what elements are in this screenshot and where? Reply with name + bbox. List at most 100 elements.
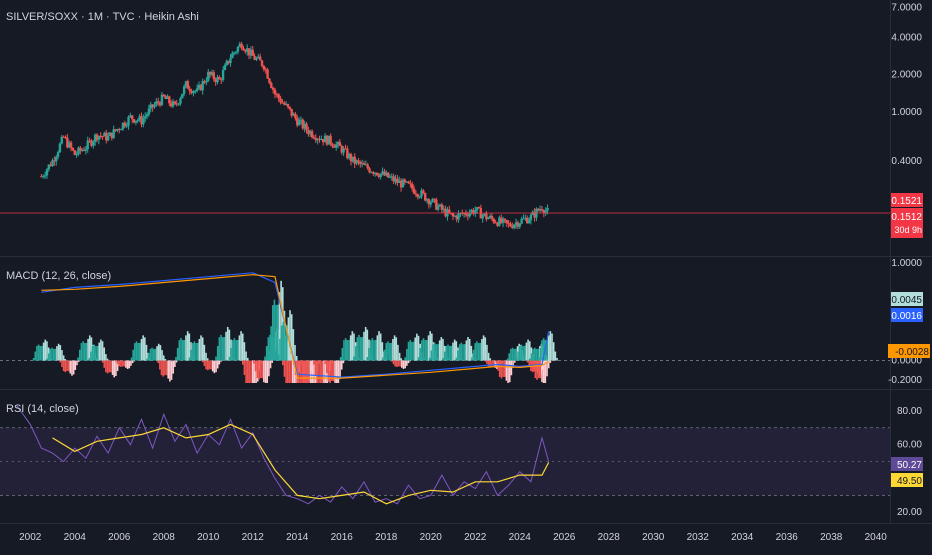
candle-body [409,183,412,185]
candle-body [129,115,132,117]
macd-histogram-bar [90,337,93,361]
macd-line [41,272,550,378]
macd-histogram-bar [429,331,431,361]
macd-histogram-bar [327,360,330,381]
macd-histogram-bar [178,340,181,361]
macd-histogram-bar [59,360,62,363]
candle-body [385,172,388,176]
candle-body [464,212,468,215]
candle-body [296,118,299,126]
candle-body [292,113,295,116]
candle-body [542,210,546,214]
candle-body [240,43,243,49]
candle-body [455,215,458,220]
price-axis-tick-label: 4.0000 [891,32,922,43]
candle-body [423,193,427,201]
macd-histogram-bar [238,335,241,361]
candle-body [238,43,241,47]
candle-body [512,224,516,228]
rsi-line [16,405,550,505]
macd-histogram-bar [417,356,420,361]
candle-body [93,134,97,142]
macd-histogram-bar [364,326,367,361]
macd-histogram-bar [218,360,221,365]
macd-histogram-bar [411,341,413,361]
macd-histogram-bar [246,360,249,383]
macd-histogram-bar [172,360,175,374]
macd-histogram-bar [283,360,286,377]
macd-histogram-bar [541,340,543,361]
candle-body [258,56,262,61]
macd-histogram-bar [161,350,163,361]
macd-histogram-bar [241,360,244,365]
macd-histogram-bar [95,345,97,361]
candle-body [436,206,440,210]
candle-body [112,129,115,139]
candle-body [500,217,503,223]
macd-title[interactable]: MACD (12, 26, close) [6,270,112,282]
macd-axis-tick-label: -0.2000 [888,375,922,386]
candle-body [509,223,512,227]
candle-body [342,148,345,153]
macd-histogram-bar [254,360,257,372]
time-axis-tick-label: 2036 [776,532,799,543]
candle-body [411,183,414,189]
macd-histogram-bar [534,360,537,379]
macd-histogram-bar [36,345,38,361]
candle-body [524,217,527,219]
candle-body [501,218,505,223]
macd-histogram-bar [180,338,182,361]
macd-histogram-bar [193,341,196,361]
macd-histogram-bar [373,340,375,361]
macd-histogram-bar [546,339,548,361]
macd-histogram-bar [248,360,251,383]
macd-histogram-bar [422,338,425,361]
time-axis-tick-label: 2018 [375,532,398,543]
macd-histogram-bar [236,339,239,361]
macd-histogram-bar [337,360,340,383]
macd-histogram-bar [269,334,271,361]
candle-body [284,104,288,106]
candle-body [310,131,314,138]
macd-histogram-bar [397,360,400,367]
candle-body [498,217,501,226]
macd-histogram-bar [77,360,80,362]
macd-histogram-bar [66,360,68,372]
macd-histogram-bar [526,360,529,363]
candle-body [377,175,381,177]
rsi-ma-value-bg [891,473,923,487]
candle-body [244,50,247,52]
candle-body [47,164,50,170]
macd-histogram-bar [520,344,523,361]
macd-histogram-bar [468,338,471,361]
rsi-title[interactable]: RSI (14, close) [6,403,79,415]
macd-histogram-bar [52,348,55,361]
macd-histogram-bar [83,343,86,361]
macd-histogram-bar [428,357,431,361]
macd-histogram-bar [332,360,335,382]
time-axis-tick-label: 2030 [642,532,665,543]
macd-histogram-bar [271,360,274,363]
symbol-title[interactable]: SILVER/SOXX · 1M · TVC · Heikin Ashi [6,11,199,23]
macd-histogram-bar [146,358,148,361]
candle-body [155,101,158,105]
candle-body [403,179,406,182]
macd-histogram-bar [67,360,70,372]
macd-histogram-bar [82,341,84,361]
candle-body [355,160,358,164]
candle-body [60,136,63,144]
candle-body [322,138,325,143]
macd-histogram-bar [369,340,372,361]
macd-histogram-bar [130,357,133,361]
candle-body [487,217,490,220]
macd-histogram-bar [281,360,284,366]
candle-body [544,210,547,214]
macd-histogram-bar [474,343,477,361]
macd-histogram-bar [546,360,548,377]
macd-histogram-bar [176,347,179,361]
macd-histogram-bar [450,345,453,361]
macd-histogram-bar [288,360,291,383]
macd-histogram-bar [286,360,289,383]
